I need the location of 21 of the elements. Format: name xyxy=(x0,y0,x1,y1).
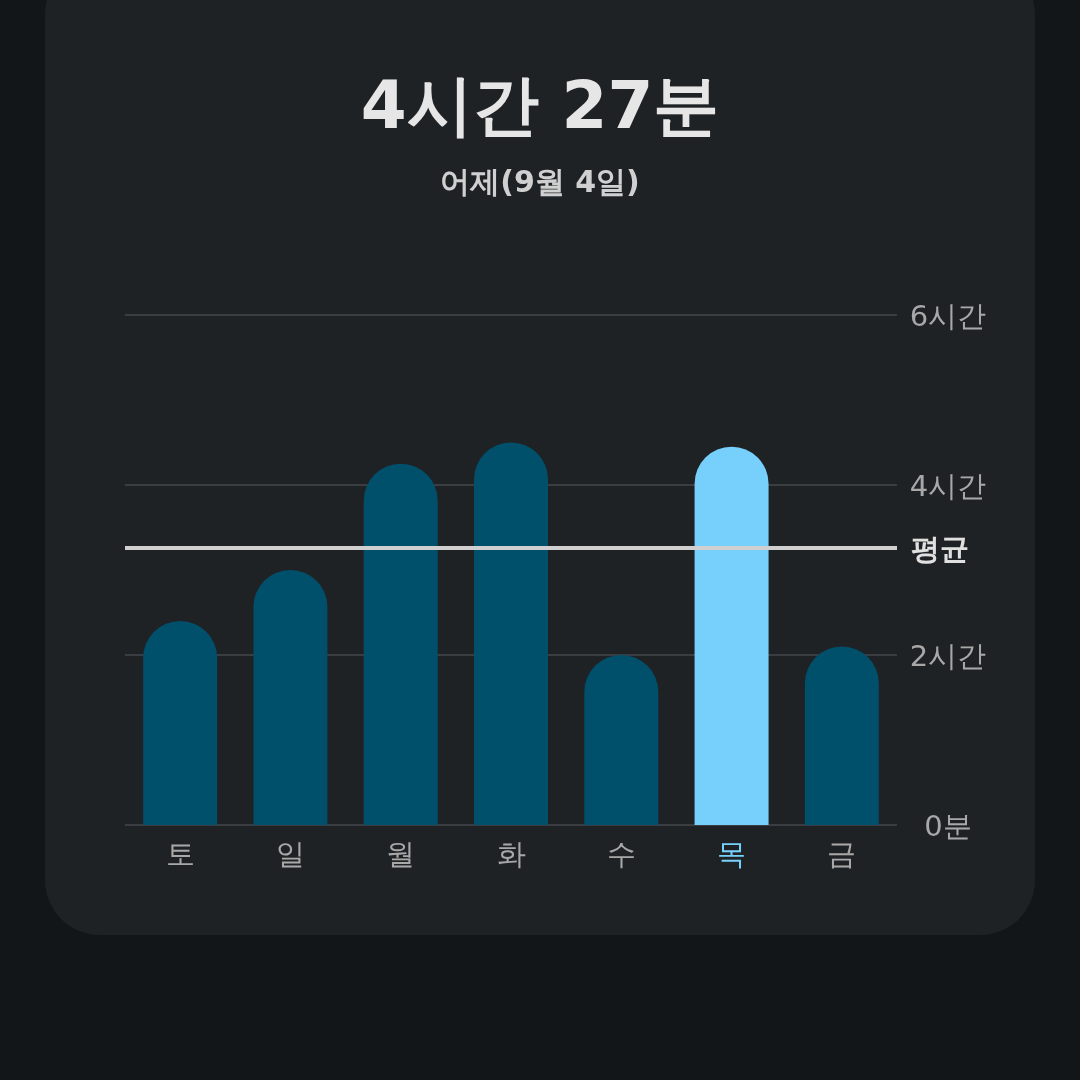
y-tick-label: 0분 xyxy=(924,809,972,843)
bar xyxy=(253,570,328,825)
x-tick-label: 월 xyxy=(386,837,416,871)
chart-subtitle: 어제(9월 4일) xyxy=(440,164,640,199)
bar xyxy=(474,442,548,825)
bar xyxy=(584,655,659,825)
bar xyxy=(143,621,218,825)
chart-title: 4시간 27분 xyxy=(360,67,720,144)
bar xyxy=(694,446,769,825)
y-tick-label: 2시간 xyxy=(909,639,987,673)
x-tick-label: 일 xyxy=(275,837,305,871)
bar xyxy=(804,646,879,825)
x-tick-label: 금 xyxy=(827,837,857,871)
bar xyxy=(363,463,438,825)
x-tick-label: 화 xyxy=(496,837,526,871)
y-tick-label: 6시간 xyxy=(909,299,987,333)
x-tick-label: 토 xyxy=(165,837,195,871)
y-tick-label: 4시간 xyxy=(909,469,987,503)
ref-line-label: 평균 xyxy=(911,531,969,566)
x-tick-label: 목 xyxy=(717,837,747,871)
x-tick-label: 수 xyxy=(606,837,636,871)
